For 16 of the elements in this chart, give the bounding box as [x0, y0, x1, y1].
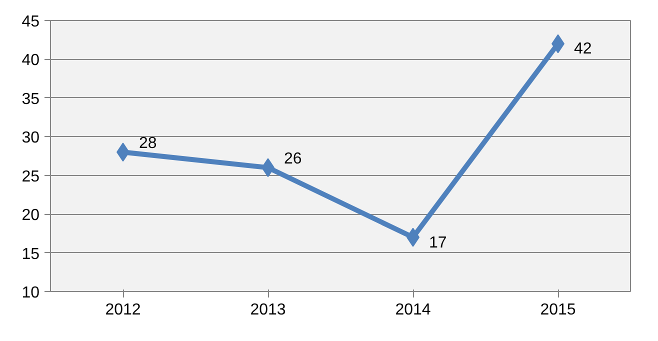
data-label: 42 [574, 40, 592, 58]
data-label: 26 [284, 150, 302, 168]
x-tick-label: 2015 [540, 302, 576, 318]
x-tick-label: 2014 [395, 302, 431, 318]
y-tick-label: 25 [22, 168, 40, 186]
y-tick-label: 35 [22, 90, 40, 108]
x-tick-label: 2013 [250, 302, 286, 318]
y-tick-label: 45 [22, 14, 40, 30]
data-label: 28 [139, 135, 157, 152]
y-tick-label: 15 [22, 246, 40, 263]
y-tick-label: 10 [22, 284, 40, 302]
y-tick-label: 40 [22, 52, 40, 70]
y-tick-label: 20 [22, 207, 40, 224]
data-label: 17 [429, 234, 447, 252]
x-tick-label: 2012 [105, 302, 141, 318]
y-tick-label: 30 [22, 130, 40, 147]
